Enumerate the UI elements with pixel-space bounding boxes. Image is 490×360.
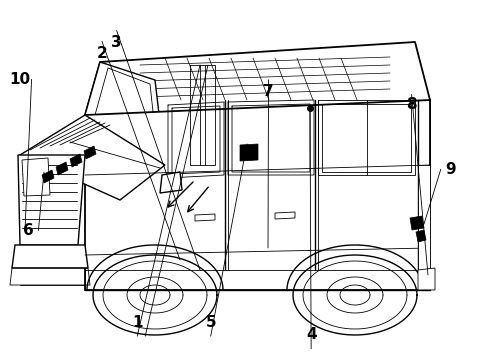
Text: 6: 6: [23, 223, 34, 238]
Polygon shape: [410, 216, 424, 230]
Polygon shape: [85, 62, 165, 165]
Polygon shape: [12, 245, 88, 268]
Text: 10: 10: [9, 72, 30, 87]
Polygon shape: [22, 158, 50, 196]
Polygon shape: [418, 165, 430, 270]
Text: 2: 2: [97, 46, 107, 61]
Polygon shape: [18, 155, 85, 245]
Polygon shape: [85, 100, 430, 290]
Polygon shape: [195, 214, 215, 221]
Polygon shape: [416, 230, 426, 242]
Polygon shape: [275, 212, 295, 219]
Polygon shape: [418, 268, 435, 290]
Polygon shape: [42, 170, 54, 183]
Polygon shape: [84, 146, 96, 159]
Polygon shape: [70, 154, 82, 167]
Polygon shape: [20, 115, 165, 200]
Polygon shape: [160, 172, 182, 193]
Text: 4: 4: [306, 327, 317, 342]
Text: 1: 1: [132, 315, 143, 330]
Polygon shape: [240, 144, 258, 161]
Text: 3: 3: [111, 35, 122, 50]
Text: 5: 5: [205, 315, 216, 330]
Text: 7: 7: [263, 84, 274, 99]
Polygon shape: [56, 162, 68, 175]
Text: 9: 9: [445, 162, 456, 177]
Text: 8: 8: [406, 97, 417, 112]
